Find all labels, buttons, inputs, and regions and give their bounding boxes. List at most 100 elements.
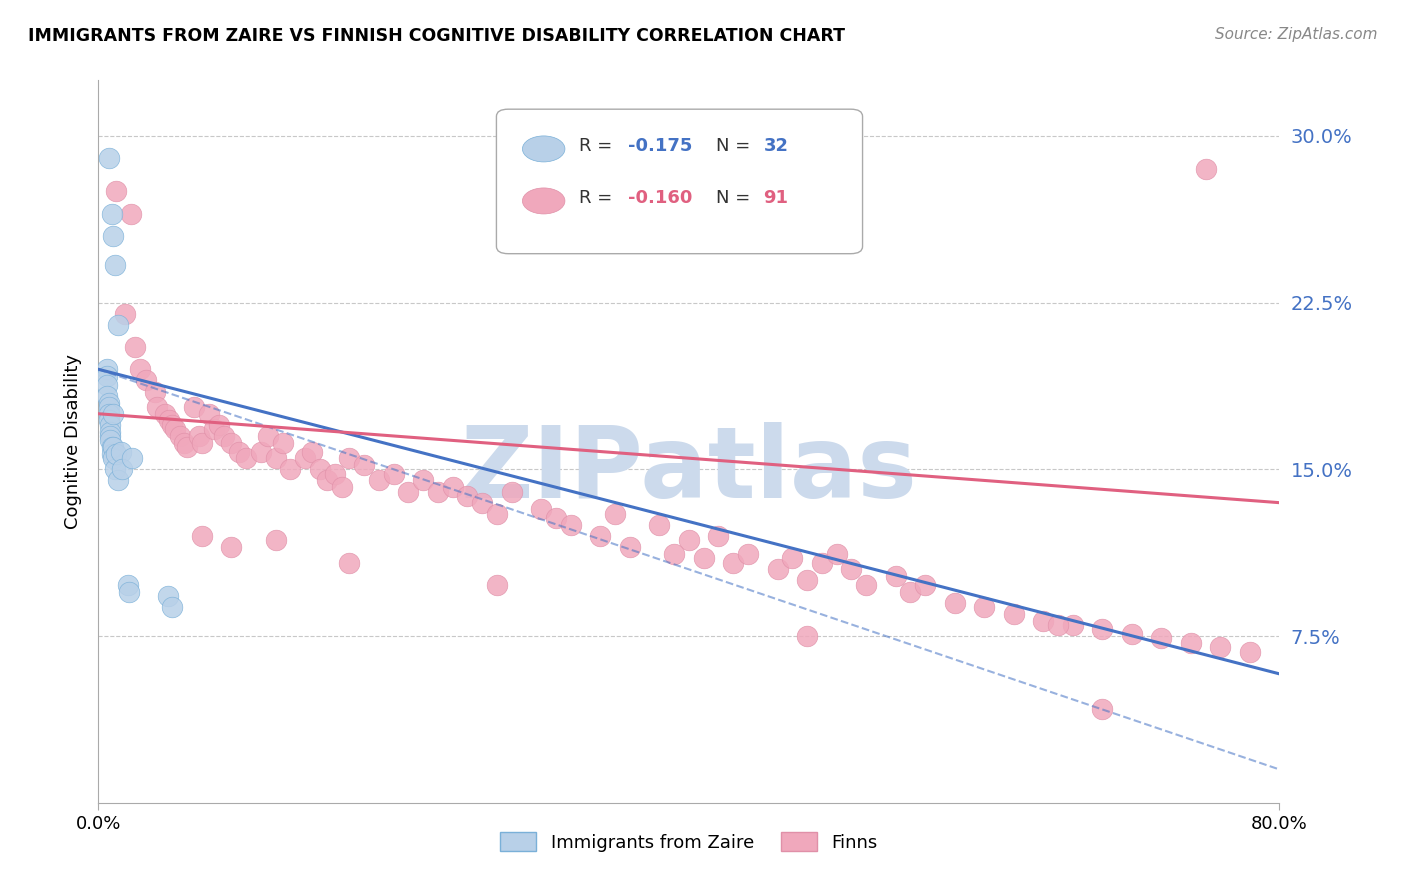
Point xyxy=(441,480,464,494)
Point xyxy=(1091,702,1114,716)
Point xyxy=(169,429,191,443)
Point xyxy=(648,517,671,532)
Point xyxy=(855,578,877,592)
Point xyxy=(486,578,509,592)
Point xyxy=(339,556,361,570)
Point xyxy=(737,547,759,561)
Point xyxy=(187,429,209,443)
Point xyxy=(121,451,143,466)
Point xyxy=(96,362,118,376)
Point xyxy=(271,435,294,450)
Point xyxy=(796,574,818,588)
Point xyxy=(162,417,183,432)
Circle shape xyxy=(523,188,565,214)
Point xyxy=(264,451,287,466)
Point xyxy=(98,434,121,448)
Point xyxy=(120,207,142,221)
Point xyxy=(98,425,121,439)
Point xyxy=(678,533,700,548)
Point xyxy=(235,451,257,466)
Point xyxy=(486,507,509,521)
Point xyxy=(104,462,127,476)
Point xyxy=(221,540,243,554)
Point xyxy=(1062,618,1084,632)
Point xyxy=(457,489,479,503)
Text: ZIPatlas: ZIPatlas xyxy=(461,422,917,519)
Point xyxy=(114,307,136,321)
Point xyxy=(943,596,966,610)
Point xyxy=(221,435,243,450)
Point xyxy=(97,413,120,427)
Y-axis label: Cognitive Disability: Cognitive Disability xyxy=(65,354,83,529)
Point xyxy=(107,318,129,332)
Point xyxy=(103,228,125,243)
Point xyxy=(501,484,523,499)
Point xyxy=(766,562,789,576)
Point xyxy=(103,440,125,454)
Point xyxy=(143,384,166,399)
Text: -0.160: -0.160 xyxy=(627,189,692,207)
Point xyxy=(97,151,120,165)
Legend: Immigrants from Zaire, Finns: Immigrants from Zaire, Finns xyxy=(494,825,884,859)
Point xyxy=(103,407,125,421)
Point xyxy=(914,578,936,592)
Point xyxy=(471,496,494,510)
Point xyxy=(146,400,169,414)
Point xyxy=(198,407,221,421)
Point xyxy=(212,429,235,443)
Point xyxy=(97,395,120,409)
Point xyxy=(110,444,132,458)
Point xyxy=(1180,636,1202,650)
Point xyxy=(546,511,568,525)
Text: R =: R = xyxy=(579,189,619,207)
Point xyxy=(309,462,332,476)
Point xyxy=(105,185,128,199)
Point xyxy=(111,462,134,476)
Point xyxy=(1002,607,1025,621)
Point xyxy=(135,373,157,387)
Point xyxy=(97,407,120,421)
Point xyxy=(100,447,122,461)
Point xyxy=(294,451,316,466)
Point xyxy=(1032,614,1054,628)
Point xyxy=(208,417,231,432)
Point xyxy=(323,467,346,481)
Point xyxy=(264,533,287,548)
Point xyxy=(250,444,273,458)
Point xyxy=(810,556,832,570)
Point xyxy=(100,207,122,221)
Point xyxy=(97,400,120,414)
Point xyxy=(173,435,195,450)
Point xyxy=(183,400,205,414)
Point xyxy=(353,458,375,472)
Point xyxy=(664,547,686,561)
Point xyxy=(165,422,187,436)
Point xyxy=(884,569,907,583)
Point xyxy=(1046,618,1070,632)
Point xyxy=(398,484,420,499)
Point xyxy=(796,629,818,643)
Text: N =: N = xyxy=(716,189,756,207)
Text: 32: 32 xyxy=(763,136,789,154)
Point xyxy=(128,362,150,376)
Point xyxy=(412,474,434,488)
Point xyxy=(723,556,745,570)
Point xyxy=(124,340,146,354)
Point xyxy=(157,413,180,427)
Point xyxy=(176,440,198,454)
Point xyxy=(228,444,250,458)
Point xyxy=(96,368,118,383)
Point xyxy=(98,429,121,443)
FancyBboxPatch shape xyxy=(496,109,862,253)
Point xyxy=(96,389,118,403)
Point xyxy=(382,467,405,481)
Point xyxy=(156,589,179,603)
Point xyxy=(191,529,214,543)
Point xyxy=(707,529,730,543)
Point xyxy=(619,540,641,554)
Point xyxy=(257,429,280,443)
Point xyxy=(202,422,225,436)
Point xyxy=(118,584,141,599)
Point xyxy=(530,502,553,516)
Point xyxy=(1195,162,1218,177)
